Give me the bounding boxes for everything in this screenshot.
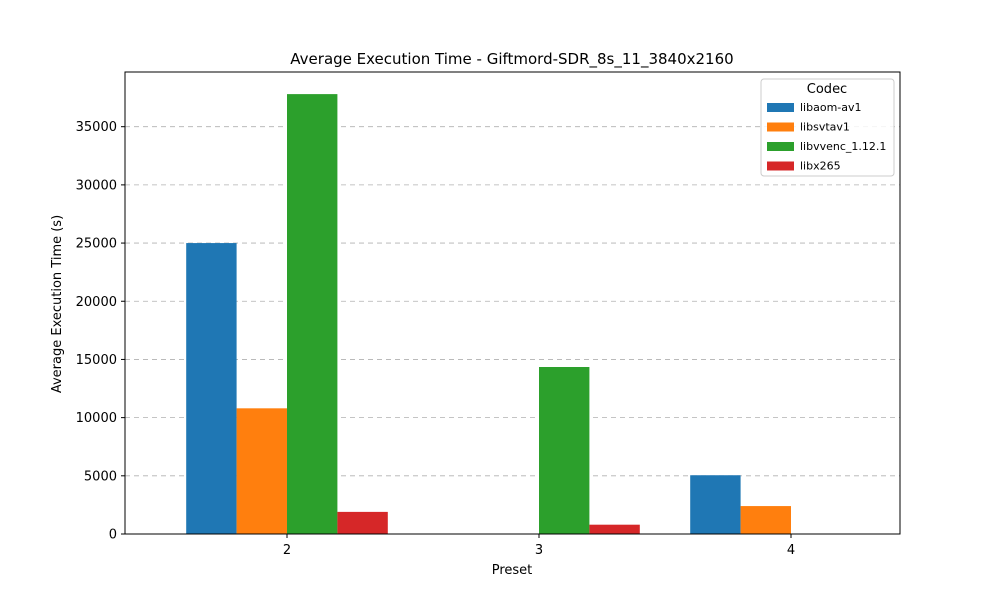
legend-label: libsvtav1 xyxy=(800,121,850,134)
bar-libx265-preset-3 xyxy=(589,524,640,534)
x-tick-label: 2 xyxy=(283,543,291,558)
x-tick-label: 4 xyxy=(787,543,795,558)
legend-swatch xyxy=(767,161,794,171)
legend-swatch xyxy=(767,142,794,151)
bar-libsvtav1-preset-4 xyxy=(740,506,791,534)
bar-libsvtav1-preset-2 xyxy=(236,408,287,534)
bar-libx265-preset-2 xyxy=(337,511,388,534)
legend: Codec libaom-av1 libsvtav1 libvvenc_1.12.1… xyxy=(760,78,895,177)
legend-title: Codec xyxy=(807,82,847,97)
bar-libvvenc_1.12.1-preset-3 xyxy=(539,367,590,534)
y-tick-label: 20000 xyxy=(76,295,117,310)
bars xyxy=(186,94,791,535)
y-tick-label: 5000 xyxy=(84,469,117,484)
y-tick-label: 0 xyxy=(109,528,117,543)
legend-label: libvvenc_1.12.1 xyxy=(800,140,886,153)
y-tick-label: 15000 xyxy=(76,353,117,368)
y-tick-label: 30000 xyxy=(76,178,117,193)
y-tick-label: 10000 xyxy=(76,411,117,426)
x-axis-ticks: 2 3 4 xyxy=(283,534,795,558)
plot-frame xyxy=(124,71,901,535)
legend-swatch xyxy=(767,103,794,112)
bar-libaom-av1-preset-2 xyxy=(186,243,237,535)
bar-libvvenc_1.12.1-preset-2 xyxy=(287,94,338,534)
y-tick-label: 35000 xyxy=(76,120,117,135)
y-axis-ticks: 0 5000 10000 15000 20000 25000 30000 35000 xyxy=(76,120,125,543)
legend-swatch xyxy=(767,122,794,132)
legend-label: libaom-av1 xyxy=(800,101,862,114)
chart-title: Average Execution Time - Giftmord-SDR_8s… xyxy=(290,50,733,69)
x-axis-label: Preset xyxy=(492,563,533,578)
y-tick-label: 25000 xyxy=(76,237,117,252)
legend-label: libx265 xyxy=(800,160,841,173)
y-axis-label: Average Execution Time (s) xyxy=(50,215,65,393)
legend-box xyxy=(760,78,895,177)
x-tick-label: 3 xyxy=(535,543,543,558)
bar-libaom-av1-preset-4 xyxy=(690,475,741,534)
legend-items: libaom-av1 libsvtav1 libvvenc_1.12.1 libx26… xyxy=(767,101,886,173)
